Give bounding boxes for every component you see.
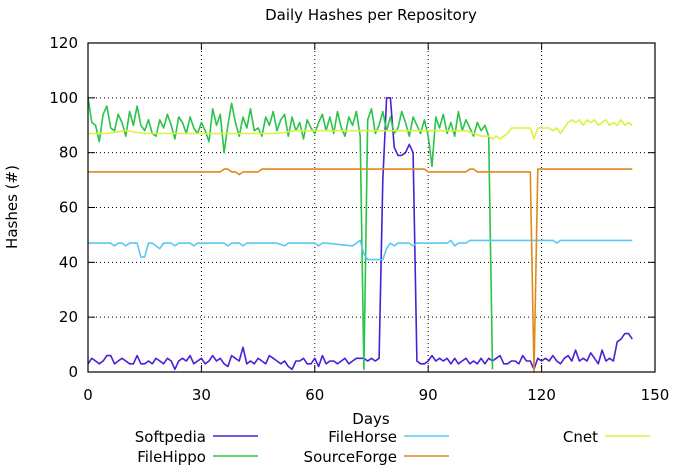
legend-label: Cnet [563, 428, 598, 446]
y-tick-label: 120 [49, 34, 78, 52]
y-tick-label: 60 [59, 199, 78, 217]
y-tick-label: 0 [68, 363, 78, 381]
grid [88, 43, 655, 372]
y-tick-label: 40 [59, 253, 78, 271]
x-tick-label: 30 [192, 386, 211, 404]
y-axis-label: Hashes (#) [3, 165, 21, 249]
legend: Softpedia FileHippo FileHorse SourceForge Cn… [135, 428, 650, 466]
legend-label: Softpedia [135, 428, 206, 446]
x-axis-label: Days [352, 410, 390, 428]
legend-label: FileHorse [328, 428, 397, 446]
x-tick-label: 90 [419, 386, 438, 404]
legend-label: SourceForge [304, 448, 397, 466]
series-line-sourceforge [88, 168, 633, 373]
x-tick-label: 120 [527, 386, 556, 404]
y-tick-label: 100 [49, 89, 78, 107]
series-line-filehorse [88, 239, 633, 261]
y-tick-label: 80 [59, 144, 78, 162]
chart-title: Daily Hashes per Repository [265, 6, 477, 24]
y-tick-label: 20 [59, 308, 78, 326]
x-tick-label: 0 [83, 386, 93, 404]
series-line-softpedia [87, 97, 633, 371]
series-lines [87, 97, 633, 373]
plot-frame [87, 42, 656, 373]
x-tick-label: 150 [641, 386, 670, 404]
series-line-cnet [88, 119, 633, 140]
legend-label: FileHippo [137, 448, 206, 466]
axis-ticks: 0 20 40 60 80 100 120 0 30 60 90 120 150 [49, 34, 669, 404]
series-line-filehippo [87, 97, 494, 371]
x-tick-label: 60 [305, 386, 324, 404]
